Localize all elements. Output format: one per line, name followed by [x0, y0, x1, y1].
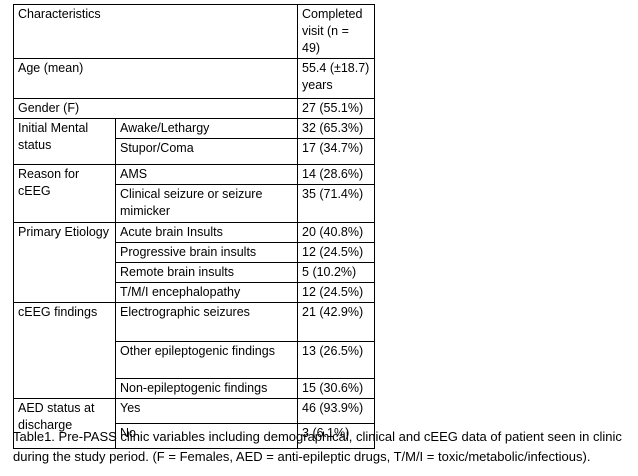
- row-label: Reason for cEEG: [13, 164, 116, 223]
- sub-label: Clinical seizure or seizure mimicker: [114, 184, 299, 223]
- row-label: Gender (F): [12, 98, 299, 119]
- value-cell: 3 (6.1%): [297, 423, 376, 449]
- table-row: Remote brain insults 5 (10.2%): [14, 262, 376, 283]
- header-cell: Characteristics: [12, 4, 299, 59]
- table-row: Other epileptogenic findings 13 (26.5%): [14, 341, 376, 379]
- row-label: Primary Etiology: [13, 222, 116, 303]
- row-label: Age (mean): [12, 58, 299, 99]
- table-row: Clinical seizure or seizure mimicker 35 (…: [14, 184, 376, 223]
- value-cell: 5 (10.2%): [297, 262, 376, 283]
- table-row: Gender (F) 27 (55.1%): [12, 98, 376, 119]
- sub-label: Stupor/Coma: [114, 138, 299, 165]
- sub-label: Remote brain insults: [114, 262, 299, 283]
- sub-label: Progressive brain insults: [114, 242, 299, 263]
- value-cell: 15 (30.6%): [297, 378, 376, 399]
- sub-label: Other epileptogenic findings: [114, 341, 299, 379]
- value-cell: 12 (24.5%): [297, 242, 376, 263]
- table-row: Age (mean) 55.4 (±18.7) years: [12, 58, 376, 99]
- row-label: Initial Mental status: [13, 118, 116, 165]
- table-row: T/M/I encephalopathy 12 (24.5%): [14, 282, 376, 303]
- table-row: Stupor/Coma 17 (34.7%): [14, 138, 376, 165]
- row-label: cEEG findings: [13, 302, 116, 399]
- sub-label: Non-epileptogenic findings: [114, 378, 299, 399]
- value-cell: 21 (42.9%): [297, 302, 376, 342]
- sub-label: Yes: [114, 398, 299, 424]
- sub-label: Acute brain Insults: [114, 222, 299, 243]
- value-cell: 13 (26.5%): [297, 341, 376, 379]
- table-row: Non-epileptogenic findings 15 (30.6%): [14, 378, 376, 399]
- value-cell: 17 (34.7%): [297, 138, 376, 165]
- caption: Table1. Pre-PASS clinic variables includ…: [13, 429, 622, 464]
- data-table: Characteristics Completed visit (n = 49) A…: [12, 4, 376, 449]
- sub-label: No: [114, 423, 299, 449]
- value-cell: 32 (65.3%): [297, 118, 376, 139]
- table-row: cEEG findings Electrographic seizures 21 (…: [13, 302, 376, 399]
- value-cell: 20 (40.8%): [297, 222, 376, 243]
- table-row: No 3 (6.1%): [14, 423, 376, 449]
- sub-label: AMS: [114, 164, 299, 185]
- value-cell: 12 (24.5%): [297, 282, 376, 303]
- value-cell: 14 (28.6%): [297, 164, 376, 185]
- row-label: AED status at discharge: [13, 398, 116, 449]
- value-cell: 35 (71.4%): [297, 184, 376, 223]
- table-row: Primary Etiology Acute brain Insults 20 (4…: [13, 222, 376, 303]
- table-row: Initial Mental status Awake/Lethargy 32 (6…: [13, 118, 376, 165]
- value-cell: 46 (93.9%): [297, 398, 376, 424]
- sub-label: Electrographic seizures: [114, 302, 299, 342]
- value-cell: 55.4 (±18.7) years: [297, 58, 376, 99]
- table-row: Reason for cEEG AMS 14 (28.6%): [13, 164, 376, 223]
- table-row: Characteristics Completed visit (n = 49): [12, 4, 376, 59]
- table-row: AED status at discharge Yes 46 (93.9%): [13, 398, 376, 449]
- sub-label: Awake/Lethargy: [114, 118, 299, 139]
- sub-label: T/M/I encephalopathy: [114, 282, 299, 303]
- header-cell: Completed visit (n = 49): [297, 4, 376, 59]
- table-row: Progressive brain insults 12 (24.5%): [14, 242, 376, 263]
- value-cell: 27 (55.1%): [297, 98, 376, 119]
